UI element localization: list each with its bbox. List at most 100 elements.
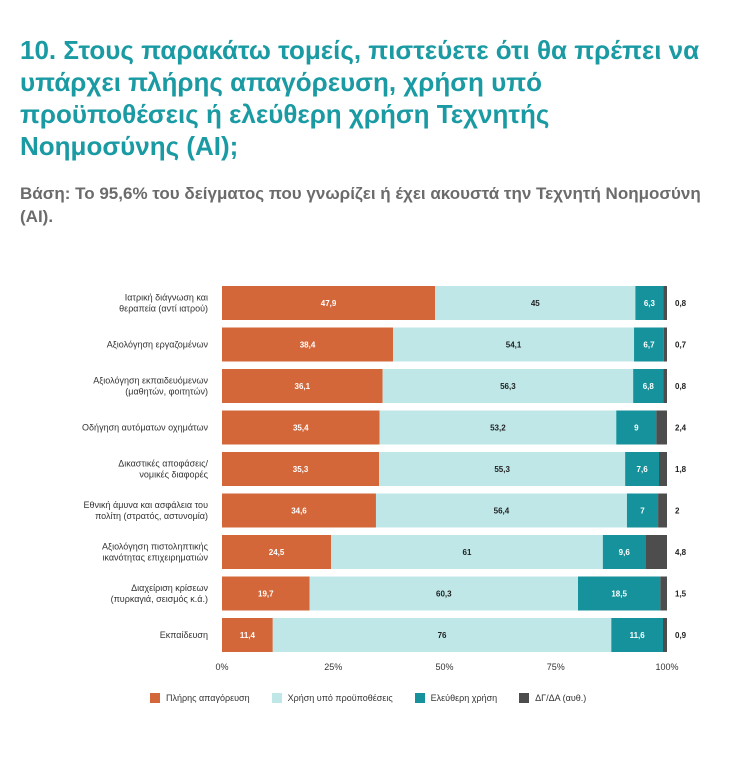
- data-label: 36,1: [295, 382, 311, 391]
- bar-segment: [375, 493, 627, 528]
- legend-swatch: [414, 693, 425, 703]
- data-label: 11,4: [240, 631, 256, 640]
- bar-segment: [393, 327, 635, 362]
- bar-segment: [633, 369, 664, 403]
- data-label: 24,5: [269, 548, 285, 557]
- bar-segment: [222, 410, 380, 445]
- data-label: 7: [640, 507, 645, 516]
- bar-segment: [616, 410, 657, 445]
- x-tick-label: 100%: [655, 662, 678, 672]
- category-label: Διαχείριση κρίσεων (πυρκαγιά, σεισμός κ.ά…: [111, 583, 209, 604]
- category-label: Δικαστικές αποφάσεις/νομικές διαφορές: [118, 459, 208, 480]
- x-tick-label: 50%: [435, 662, 453, 672]
- category-label: Αξιολόγηση εργαζομένων: [107, 340, 209, 350]
- bar-segment: [435, 286, 636, 320]
- bar-segment: [382, 369, 634, 403]
- data-label: 38,4: [300, 341, 316, 350]
- bar-segment: [658, 452, 667, 486]
- category-label: Αξιολόγηση πιστοληπτικής ικανότητας επιχε…: [102, 542, 209, 563]
- bar-segment: [222, 452, 380, 486]
- data-label: 1,5: [675, 590, 687, 599]
- x-tick-label: 75%: [547, 662, 565, 672]
- bar-segment: [379, 410, 617, 445]
- data-label: 0,9: [675, 631, 687, 640]
- bar-segment: [635, 286, 664, 320]
- bar-segment: [656, 410, 667, 445]
- data-label: 6,7: [643, 341, 655, 350]
- bar-segment: [222, 493, 376, 528]
- legend-swatch: [271, 693, 282, 703]
- bar-segment: [611, 618, 663, 652]
- bar-segment: [626, 493, 659, 528]
- bar-segment: [660, 576, 667, 611]
- legend-item: Χρήση υπό προϋποθέσεις: [271, 693, 393, 703]
- data-label: 35,4: [293, 424, 309, 433]
- legend-label: Πλήρης απαγόρευση: [166, 693, 250, 703]
- bar-segment: [578, 576, 661, 611]
- bar-segment: [309, 576, 578, 611]
- data-label: 2,4: [675, 424, 687, 433]
- data-label: 76: [438, 631, 447, 640]
- bar-segment: [222, 618, 273, 652]
- data-label: 7,6: [637, 465, 649, 474]
- legend-label: Χρήση υπό προϋποθέσεις: [287, 693, 393, 703]
- bar-segment: [272, 618, 612, 652]
- bar-segment: [222, 286, 436, 320]
- data-label: 0,8: [675, 382, 687, 391]
- legend-item: Ελεύθερη χρήση: [414, 693, 498, 703]
- data-label: 60,3: [436, 590, 452, 599]
- bar-segment: [663, 369, 667, 403]
- legend-swatch: [519, 693, 530, 703]
- data-label: 1,8: [675, 465, 687, 474]
- data-label: 55,3: [494, 465, 510, 474]
- data-label: 0,7: [675, 341, 687, 350]
- data-label: 34,6: [291, 507, 307, 516]
- bar-segment: [602, 535, 646, 569]
- data-label: 4,8: [675, 548, 687, 557]
- data-label: 6,3: [644, 299, 656, 308]
- data-label: 35,3: [293, 465, 309, 474]
- data-label: 56,4: [494, 507, 510, 516]
- bar-segment: [634, 327, 664, 362]
- bar-segment: [663, 286, 667, 320]
- category-label: Εκπαίδευση: [160, 630, 208, 640]
- bar-segment: [658, 493, 667, 528]
- data-label: 18,5: [611, 590, 627, 599]
- data-label: 2: [675, 507, 680, 516]
- category-label: Αξιολόγηση εκπαιδευόμενων (μαθητών, φοιτη…: [93, 376, 208, 397]
- legend-label: ΔΓ/ΔΑ (αυθ.): [535, 693, 587, 703]
- category-label: Ιατρική διάγνωση και θεραπεία (αντί ιατρο…: [119, 293, 208, 314]
- bar-segment: [645, 535, 667, 569]
- stacked-bar-chart: Ιατρική διάγνωση και θεραπεία (αντί ιατρο…: [82, 286, 687, 672]
- chart-subtitle: Βάση: Το 95,6% του δείγματος που γνωρίζε…: [20, 184, 701, 226]
- data-label: 9: [634, 424, 639, 433]
- legend-item: ΔΓ/ΔΑ (αυθ.): [519, 693, 586, 703]
- legend-label: Ελεύθερη χρήση: [430, 693, 498, 703]
- data-label: 53,2: [490, 424, 506, 433]
- chart-legend: Πλήρης απαγόρευση Χρήση υπό προϋποθέσεις Ε…: [150, 693, 586, 703]
- data-label: 56,3: [500, 382, 516, 391]
- data-label: 11,6: [630, 631, 646, 640]
- bar-segment: [331, 535, 603, 569]
- data-label: 54,1: [506, 341, 522, 350]
- data-label: 6,8: [643, 382, 655, 391]
- data-label: 0,8: [675, 299, 687, 308]
- bar-segment: [379, 452, 626, 486]
- legend-swatch: [150, 693, 160, 703]
- bar-segment: [222, 535, 332, 569]
- data-label: 9,6: [619, 548, 631, 557]
- data-label: 45: [531, 299, 540, 308]
- x-tick-label: 0%: [215, 662, 228, 672]
- x-tick-label: 25%: [324, 662, 342, 672]
- bar-segment: [625, 452, 659, 486]
- category-label: Εθνική άμυνα και ασφάλεια του πολίτη (στρ…: [84, 500, 209, 521]
- legend-item: Πλήρης απαγόρευση: [150, 693, 250, 703]
- bar-segment: [222, 369, 383, 403]
- data-label: 19,7: [258, 590, 274, 599]
- data-label: 61: [463, 548, 472, 557]
- category-label: Οδήγηση αυτόματων οχημάτων: [82, 423, 208, 433]
- data-label: 47,9: [321, 299, 337, 308]
- bar-segment: [662, 618, 667, 652]
- bar-segment: [663, 327, 667, 362]
- chart-title: 10. Στους παρακάτω τομείς, πιστεύετε ότι…: [20, 35, 700, 161]
